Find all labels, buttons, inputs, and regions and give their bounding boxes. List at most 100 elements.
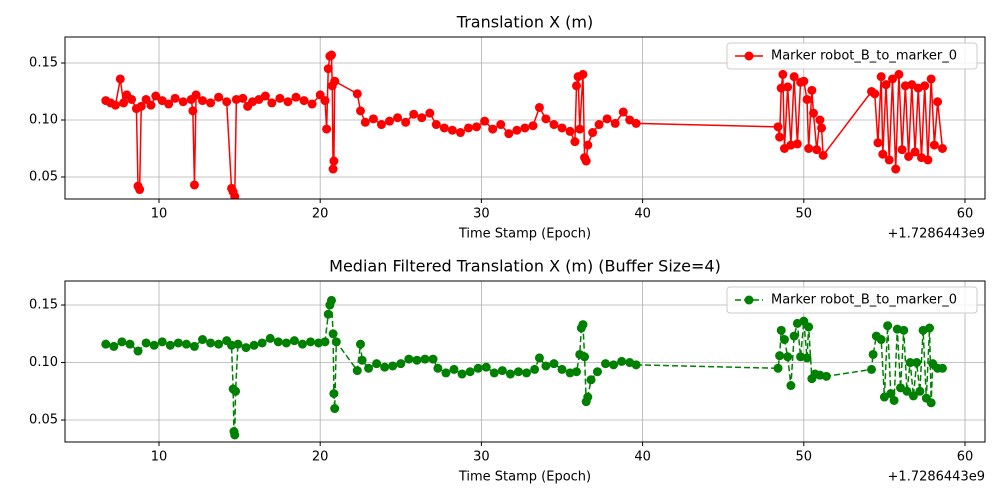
data-point xyxy=(178,97,188,107)
data-point xyxy=(904,151,914,161)
data-point xyxy=(404,354,414,364)
data-point xyxy=(557,364,567,374)
data-point xyxy=(789,72,799,82)
data-point xyxy=(541,361,551,371)
data-point xyxy=(214,339,224,349)
data-point xyxy=(323,309,333,319)
data-point xyxy=(267,98,277,108)
data-point xyxy=(231,386,241,396)
data-point xyxy=(925,323,935,333)
data-point xyxy=(291,92,301,102)
data-point xyxy=(792,139,802,149)
data-point xyxy=(431,120,441,130)
x-tick-label: 50 xyxy=(796,450,813,465)
data-point xyxy=(776,325,786,335)
data-point xyxy=(915,386,925,396)
data-point xyxy=(818,150,828,160)
data-point xyxy=(920,81,930,91)
data-point xyxy=(119,98,129,108)
data-point xyxy=(602,114,612,124)
data-point xyxy=(883,321,893,331)
data-point xyxy=(902,386,912,396)
data-point xyxy=(328,164,338,174)
data-point xyxy=(455,128,465,138)
data-point xyxy=(775,351,785,361)
legend-marker xyxy=(744,51,754,61)
data-point xyxy=(306,337,316,347)
data-point xyxy=(396,359,406,369)
data-point xyxy=(372,359,382,369)
data-point xyxy=(534,102,544,112)
data-point xyxy=(786,381,796,391)
data-point xyxy=(368,114,378,124)
data-point xyxy=(617,356,627,366)
data-point xyxy=(496,120,506,130)
data-point xyxy=(157,337,167,347)
legend-box xyxy=(726,286,978,314)
data-point xyxy=(480,116,490,126)
data-point xyxy=(923,155,933,165)
data-point xyxy=(937,143,947,153)
data-point xyxy=(449,364,459,374)
data-point xyxy=(586,375,596,385)
legend-box xyxy=(726,42,978,70)
data-point xyxy=(109,341,119,351)
data-point xyxy=(329,389,339,399)
legend-label: Marker robot_B_to_marker_0 xyxy=(771,49,957,64)
plot-area xyxy=(101,295,947,440)
data-point xyxy=(473,363,483,373)
data-point xyxy=(557,123,567,133)
data-point xyxy=(572,81,582,91)
x-tick-label: 10 xyxy=(151,207,168,222)
data-point xyxy=(289,336,299,346)
data-point xyxy=(789,331,799,341)
data-point xyxy=(299,96,309,106)
data-point xyxy=(534,353,544,363)
data-point xyxy=(886,389,896,399)
data-point xyxy=(804,143,814,153)
data-point xyxy=(198,335,208,345)
data-point xyxy=(912,358,922,368)
data-point xyxy=(610,118,620,128)
axes-frame xyxy=(64,36,986,200)
data-point xyxy=(897,145,907,155)
data-point xyxy=(230,191,240,199)
legend-label: Marker robot_B_to_marker_0 xyxy=(771,293,957,308)
x-axis-label: Time Stamp (Epoch) xyxy=(458,227,591,242)
data-point xyxy=(505,369,515,379)
y-tick-label: 0.15 xyxy=(29,55,58,70)
data-point xyxy=(352,366,362,376)
data-point xyxy=(441,368,451,378)
data-point xyxy=(273,337,283,347)
data-point xyxy=(594,120,604,130)
x-tick-label: 60 xyxy=(957,207,974,222)
data-point xyxy=(815,115,825,125)
x-axis-label: Time Stamp (Epoch) xyxy=(458,470,591,485)
data-point xyxy=(393,113,403,123)
data-point xyxy=(899,325,909,335)
data-point xyxy=(631,118,641,128)
data-point xyxy=(385,116,395,126)
data-point xyxy=(457,369,467,379)
data-point xyxy=(565,126,575,136)
data-point xyxy=(360,117,370,127)
data-point xyxy=(929,140,939,150)
data-point xyxy=(191,90,201,100)
data-point xyxy=(214,92,224,102)
data-point xyxy=(891,164,901,174)
data-point xyxy=(320,96,330,106)
data-point xyxy=(575,124,585,134)
data-point xyxy=(868,349,878,359)
data-point xyxy=(230,430,240,440)
data-point xyxy=(570,137,580,147)
x-tick-label: 30 xyxy=(473,207,490,222)
data-point xyxy=(355,106,365,116)
data-point xyxy=(328,329,338,339)
data-point xyxy=(522,368,532,378)
chart-title: Median Filtered Translation X (m) (Buffe… xyxy=(329,257,721,276)
data-point xyxy=(541,114,551,124)
data-point xyxy=(260,91,270,101)
y-tick-label: 0.10 xyxy=(29,355,58,370)
data-point xyxy=(297,339,307,349)
data-point xyxy=(472,122,482,132)
